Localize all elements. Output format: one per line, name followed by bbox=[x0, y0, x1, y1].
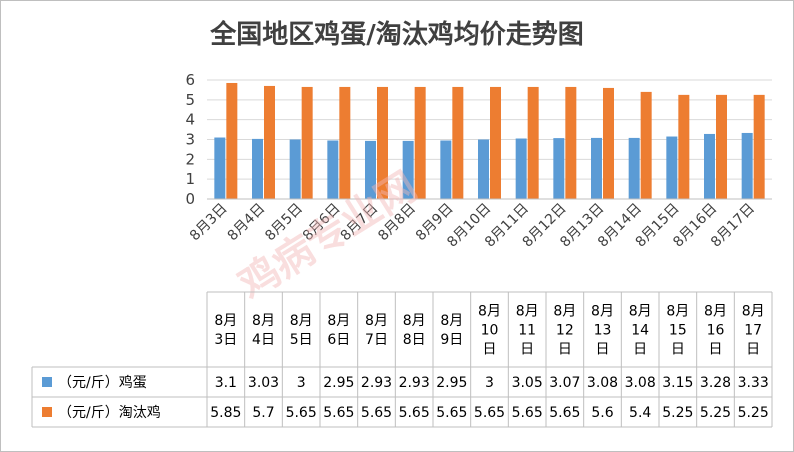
legend-label-1: （元/斤）鸡蛋 bbox=[58, 374, 147, 391]
table-value: 3.07 bbox=[549, 375, 580, 391]
bar-egg-1 bbox=[214, 137, 226, 199]
bar-egg-11 bbox=[591, 137, 602, 199]
table-value: 3.33 bbox=[738, 375, 769, 391]
bar-egg-6 bbox=[402, 140, 414, 199]
data-table: 8月 3日 8月 4日 8月 5日 8月 6日 8月 7日 8月 8日 8月 9日 8月 10 日 8月 11 日 8月… bbox=[31, 291, 773, 428]
bar-hen-12 bbox=[640, 91, 652, 199]
table-value: 5.4 bbox=[629, 405, 651, 421]
table-value: 2.93 bbox=[361, 375, 392, 391]
bar-egg-3 bbox=[289, 139, 301, 199]
table-header-12: 8月 14 日 bbox=[629, 304, 652, 358]
legend-swatch-2 bbox=[42, 407, 52, 417]
bar-egg-5 bbox=[365, 140, 376, 199]
table-header-3: 8月 5日 bbox=[290, 313, 313, 348]
legend-label-2: （元/斤）淘汰鸡 bbox=[58, 404, 161, 421]
table-value: 3.05 bbox=[512, 375, 543, 391]
bar-egg-15 bbox=[741, 132, 753, 199]
table-value: 3.1 bbox=[215, 375, 237, 391]
bar-hen-6 bbox=[414, 86, 426, 199]
legend-swatch-1 bbox=[42, 377, 52, 387]
table-header-4: 8月 6日 bbox=[327, 313, 350, 348]
table-value: 3.03 bbox=[248, 375, 279, 391]
bar-egg-9 bbox=[515, 138, 527, 199]
bar-hen-9 bbox=[527, 86, 539, 199]
table-value: 5.65 bbox=[399, 405, 430, 421]
table-value: 5.65 bbox=[474, 405, 505, 421]
table-value: 5.85 bbox=[210, 405, 241, 421]
table-header-10: 8月 12 日 bbox=[553, 304, 576, 358]
y-tick-label: 4 bbox=[185, 111, 195, 129]
bar-hen-3 bbox=[301, 86, 313, 199]
bar-hen-11 bbox=[603, 87, 614, 199]
table-header-15: 8月 17 日 bbox=[742, 304, 765, 358]
table-header-11: 8月 13 日 bbox=[591, 304, 614, 358]
bar-hen-2 bbox=[264, 85, 275, 199]
chart-title: 全国地区鸡蛋/淘汰鸡均价走势图 bbox=[210, 20, 584, 50]
table-value: 5.65 bbox=[323, 405, 354, 421]
table-value: 5.6 bbox=[591, 405, 613, 421]
table-value: 3.08 bbox=[625, 375, 656, 391]
table-value: 5.65 bbox=[436, 405, 467, 421]
y-tick-label: 1 bbox=[185, 170, 195, 188]
bar-egg-7 bbox=[440, 140, 452, 199]
bar-egg-2 bbox=[252, 138, 263, 199]
bar-egg-14 bbox=[704, 133, 715, 199]
table-value: 5.65 bbox=[512, 405, 543, 421]
y-tick-label: 5 bbox=[185, 91, 195, 109]
table-header-9: 8月 11 日 bbox=[516, 304, 539, 358]
bar-egg-10 bbox=[553, 138, 565, 199]
table-value: 5.25 bbox=[738, 405, 769, 421]
table-value: 3 bbox=[297, 375, 306, 391]
table-header-13: 8月 15 日 bbox=[666, 304, 689, 358]
bar-hen-8 bbox=[490, 86, 501, 199]
bar-hen-14 bbox=[716, 94, 727, 199]
table-value: 3.28 bbox=[700, 375, 731, 391]
table-header-6: 8月 8日 bbox=[403, 313, 426, 348]
x-tick-label: 8月4日 bbox=[225, 201, 269, 245]
gridlines bbox=[207, 79, 772, 200]
bar-hen-4 bbox=[339, 86, 351, 199]
table-value: 2.93 bbox=[399, 375, 430, 391]
table-header-5: 8月 7日 bbox=[365, 313, 388, 348]
bar-hen-15 bbox=[753, 94, 765, 199]
table-header-7: 8月 9日 bbox=[440, 313, 463, 348]
table-value: 5.65 bbox=[549, 405, 580, 421]
bars bbox=[214, 82, 765, 199]
table-header-8: 8月 10 日 bbox=[478, 304, 501, 358]
y-tick-label: 6 bbox=[185, 71, 195, 89]
y-tick-label: 2 bbox=[185, 150, 195, 168]
bar-egg-13 bbox=[666, 136, 678, 199]
table-value: 2.95 bbox=[436, 375, 467, 391]
table-value: 5.7 bbox=[252, 405, 274, 421]
bar-hen-7 bbox=[452, 86, 464, 199]
table-value: 5.65 bbox=[361, 405, 392, 421]
table-value: 5.25 bbox=[700, 405, 731, 421]
table-header-2: 8月 4日 bbox=[252, 313, 275, 348]
table-header-14: 8月 16 日 bbox=[704, 304, 727, 358]
table-header-1: 8月 3日 bbox=[214, 313, 237, 348]
table-value: 3.15 bbox=[662, 375, 693, 391]
bar-egg-12 bbox=[628, 137, 640, 199]
y-tick-label: 0 bbox=[185, 190, 195, 208]
table-value: 5.25 bbox=[662, 405, 693, 421]
table-value: 5.65 bbox=[286, 405, 317, 421]
table-value: 2.95 bbox=[323, 375, 354, 391]
bar-hen-10 bbox=[565, 86, 577, 199]
bar-egg-4 bbox=[327, 140, 339, 199]
bar-hen-13 bbox=[678, 94, 690, 199]
table-value: 3.08 bbox=[587, 375, 618, 391]
bar-hen-1 bbox=[226, 82, 238, 199]
table-value: 3 bbox=[485, 375, 494, 391]
bar-egg-8 bbox=[478, 139, 489, 199]
y-tick-label: 3 bbox=[185, 131, 195, 149]
bar-hen-5 bbox=[377, 86, 388, 199]
